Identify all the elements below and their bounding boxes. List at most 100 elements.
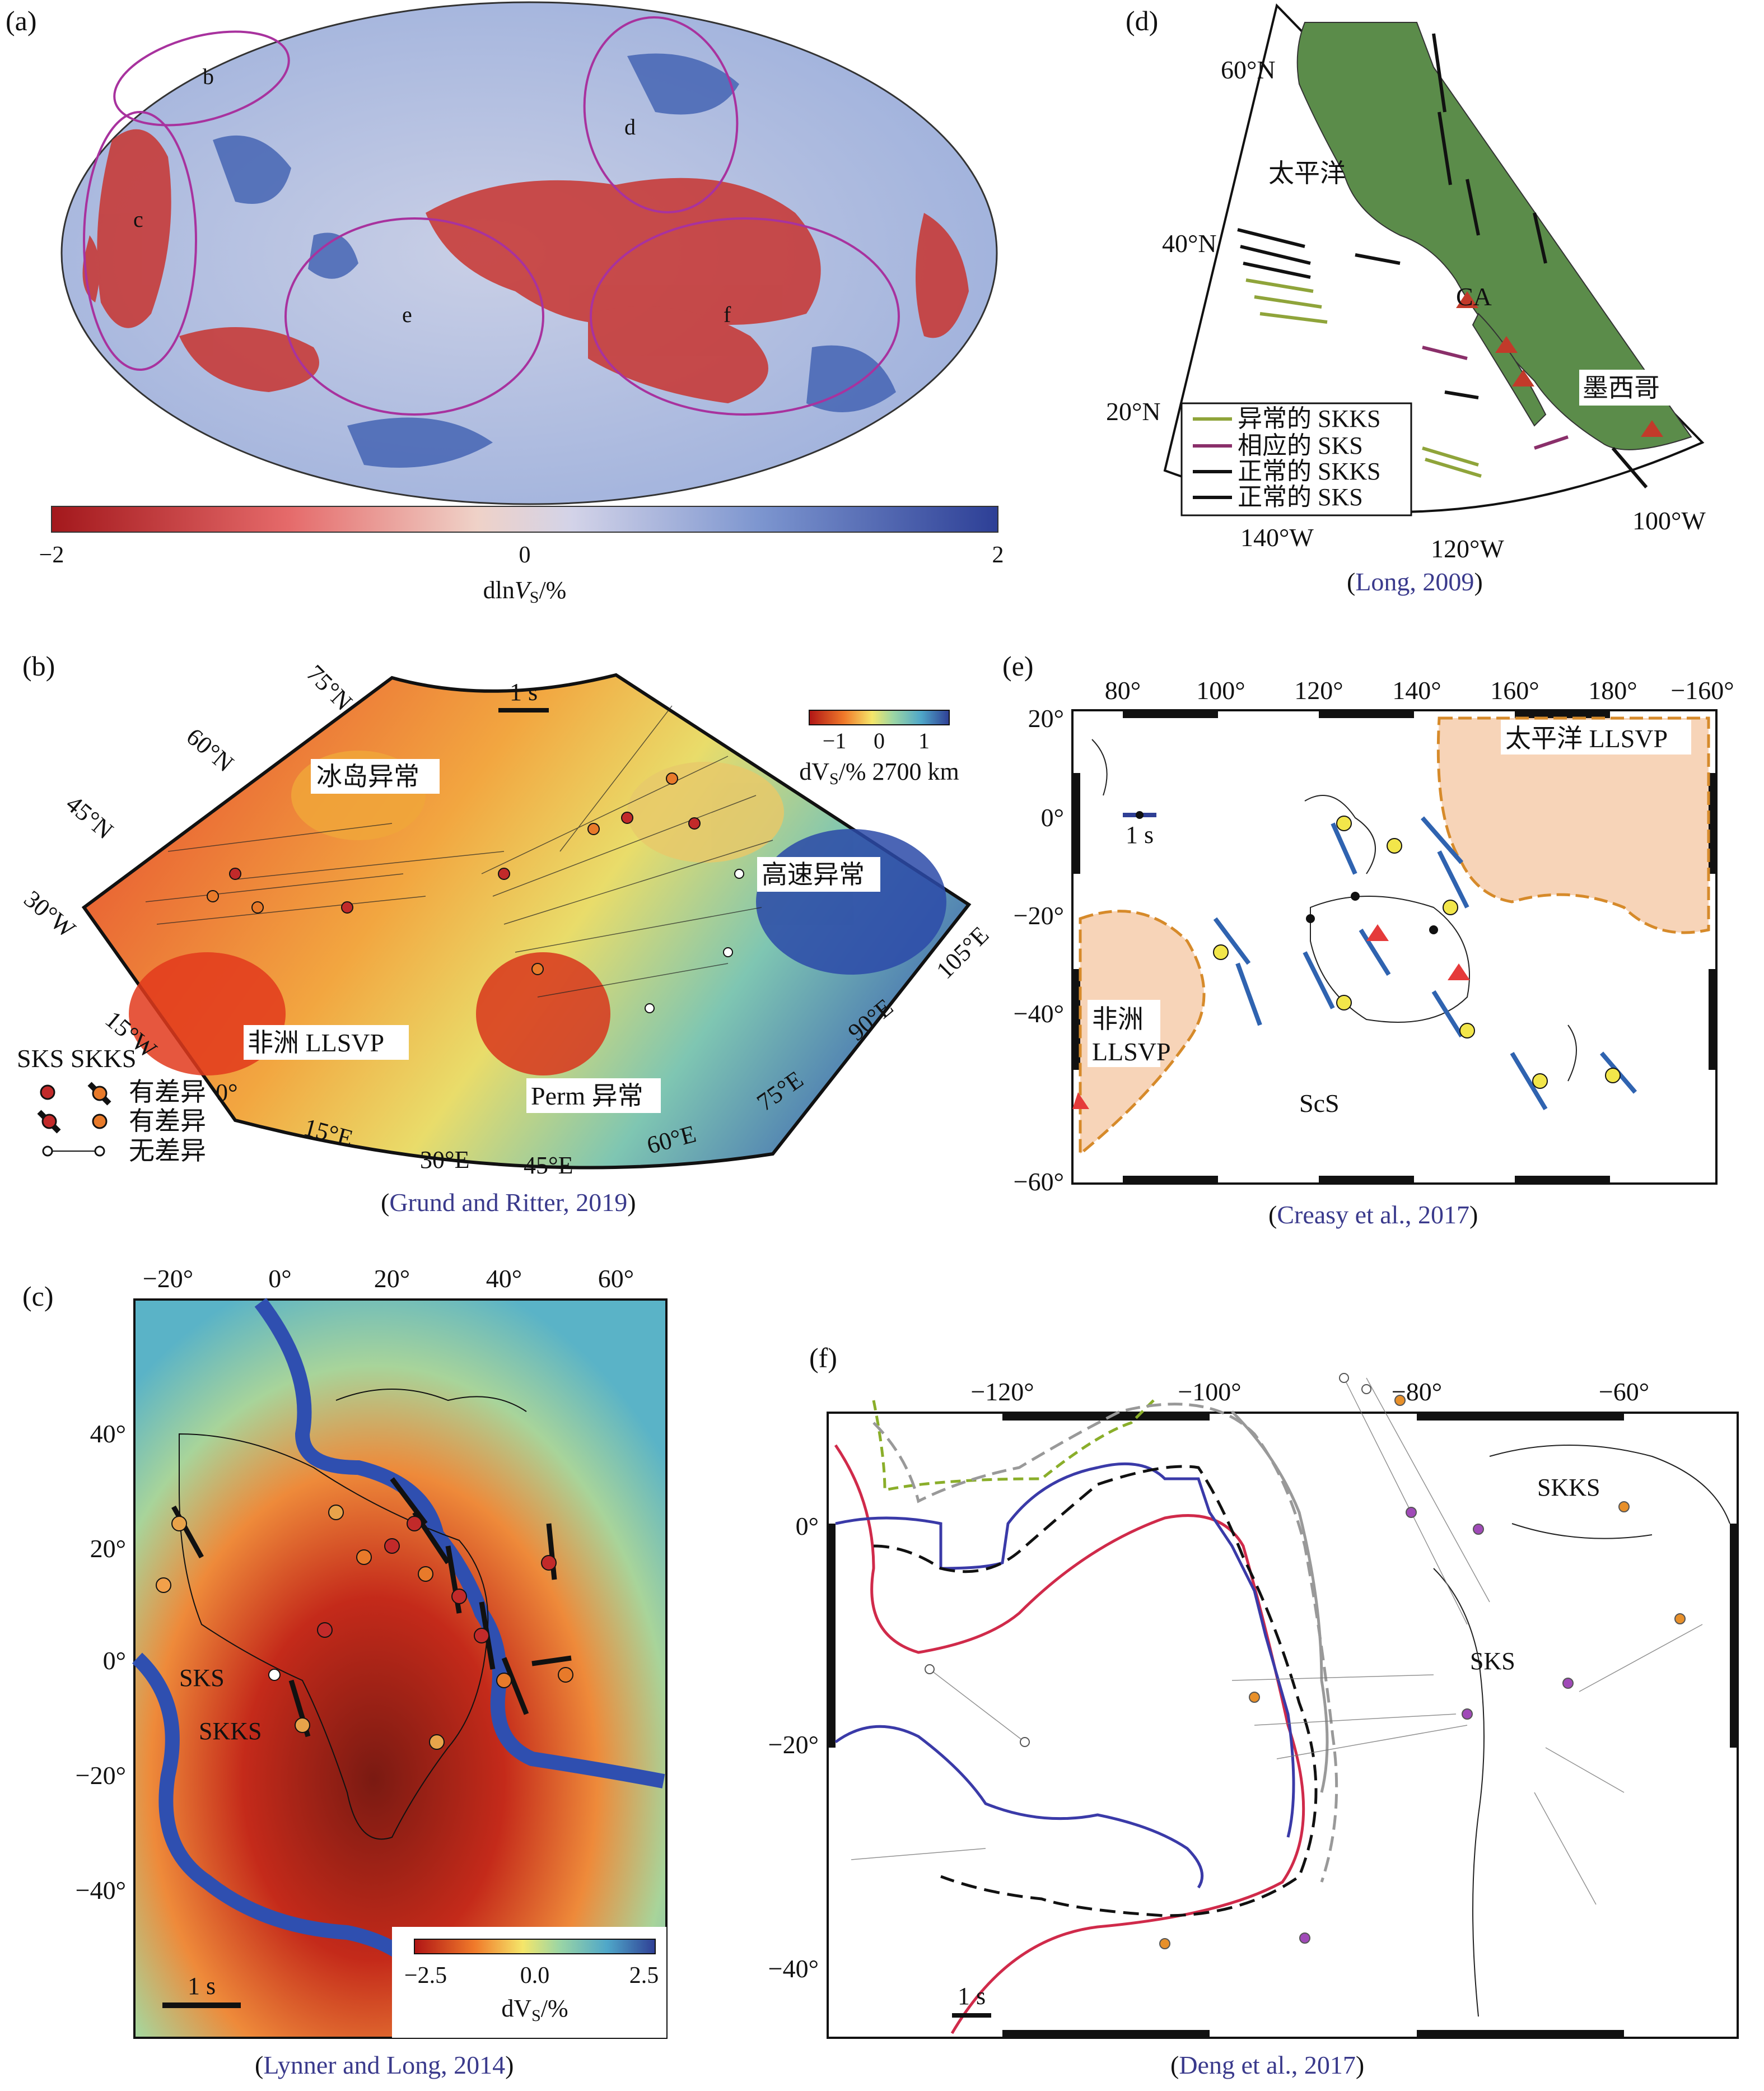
ray-paths-f — [851, 1377, 1703, 1905]
colorbar-c-tick-max: 2.5 — [629, 1963, 659, 1988]
legend-d-corresponding-sks: 相应的 SKS — [1238, 432, 1363, 459]
panel-f-lon-m80: −80° — [1392, 1377, 1442, 1406]
panel-f-lon-m100: −100° — [1178, 1377, 1241, 1406]
stations-e — [1213, 816, 1621, 1089]
panel-e-lon-m160: −160° — [1670, 676, 1734, 705]
pacific-llsvp-region — [1436, 716, 1710, 934]
fast-label-box — [757, 857, 880, 892]
region-b-label: b — [203, 64, 214, 89]
region-f-circle — [590, 217, 900, 416]
label-skks-c: SKKS — [199, 1717, 262, 1745]
panel-e-lon-140: 140° — [1392, 676, 1441, 705]
panel-d-lat-20: 20°N — [1106, 397, 1161, 426]
fast-anomalies — [213, 53, 896, 468]
panel-c-letter: (c) — [22, 1280, 54, 1312]
colorbar-b-tick-min: −1 — [823, 728, 847, 753]
stations-b — [207, 772, 744, 1013]
panel-d-lon-120: 120°W — [1431, 534, 1504, 563]
panel-b: 1 s −1 0 1 dVS/% 2700 km 75°N 60°N 45°N … — [17, 659, 994, 1179]
caption-b: (Grund and Ritter, 2019) — [381, 1188, 636, 1217]
legend-d-anomalous-skks: 异常的 SKKS — [1238, 405, 1381, 432]
panel-f-letter: (f) — [809, 1342, 837, 1373]
panel-d: 60°N 40°N 20°N 140°W 120°W 100°W 太平洋 CA … — [1106, 3, 1706, 563]
llsvp-contour-c — [254, 1298, 665, 1789]
region-e-label: e — [402, 302, 412, 327]
ray-paths-b — [145, 705, 773, 998]
label-iceland-anomaly: 冰岛异常 — [316, 762, 419, 791]
label-sks-f: SKS — [1470, 1647, 1515, 1675]
african-llsvp-label-box — [244, 1025, 409, 1060]
panel-e-lon-80: 80° — [1105, 676, 1141, 705]
panel-f-lat-m40: −40° — [768, 1954, 819, 1983]
split-bars-e — [1213, 816, 1637, 1111]
legend-d: 异常的 SKKS 相应的 SKS 正常的 SKKS 正常的 SKS — [1180, 402, 1412, 516]
panel-d-lon-140: 140°W — [1240, 523, 1314, 552]
panel-e-lat-0: 0° — [1041, 803, 1064, 832]
scale-label-b: 1 s — [510, 678, 538, 706]
colorbar-c-label: dVS/% — [501, 1995, 568, 2025]
perm-label-box — [526, 1078, 661, 1113]
region-d-label: d — [624, 114, 636, 139]
scale-label-e: 1 s — [1126, 821, 1154, 849]
panel-f-lat-0: 0° — [796, 1512, 819, 1540]
legend-b-item-3: 无差异 — [129, 1137, 206, 1165]
panel-c-lon-20: 20° — [374, 1264, 410, 1293]
panel-d-lat-40: 40°N — [1162, 229, 1217, 258]
coastlines-c — [179, 1389, 527, 1840]
colorbar-a-tick-min: −2 — [39, 542, 64, 568]
panel-b-lon-45e: 45°E — [524, 1152, 573, 1179]
colorbar-c-group: −2.5 0.0 2.5 dVS/% — [392, 1927, 666, 2038]
panel-c-lon-40: 40° — [486, 1264, 522, 1293]
colorbar-a-tick-mid: 0 — [519, 542, 531, 568]
split-bars-d — [1237, 33, 1648, 488]
label-llsvp: LLSVP — [1092, 1037, 1171, 1066]
panel-b-lon-30e: 30°E — [420, 1146, 469, 1173]
legend-b-header: SKS SKKS — [17, 1044, 137, 1073]
panel-d-lat-60: 60°N — [1221, 55, 1276, 84]
legend-b: SKS SKKS 有差异 有差异 无差异 — [17, 1044, 206, 1165]
label-pacific-ocean: 太平洋 — [1268, 159, 1346, 188]
panel-e-lon-180: 180° — [1588, 676, 1637, 705]
panel-c-lat-0: 0° — [103, 1646, 126, 1675]
panel-c-lon-0: 0° — [268, 1264, 291, 1293]
panel-c-lat-20: 20° — [90, 1534, 126, 1563]
panel-e: 1 s 80° 100° 120° 140° 160° 180° −160° 2… — [1014, 676, 1734, 1196]
map-f-frame — [827, 1412, 1739, 2039]
colorbar-a — [51, 506, 998, 533]
llsvp-contour-c-south — [132, 1652, 437, 1987]
legend-b-item-1: 有差异 — [129, 1078, 206, 1106]
frame-ticks-e — [1072, 710, 1716, 1184]
north-america-land — [1296, 22, 1692, 450]
colorbar-a-label: dlnVS/% — [483, 576, 567, 607]
panel-b-lat-75: 75°N — [301, 659, 358, 716]
colorbar-c-tick-mid: 0.0 — [520, 1963, 550, 1988]
panel-e-lat-20: 20° — [1028, 704, 1064, 733]
region-d-circle — [583, 16, 739, 213]
region-c-circle — [83, 111, 197, 371]
panel-a: b c d e f −2 0 2 dlnVS/% — [39, 1, 1004, 607]
label-scs: ScS — [1299, 1089, 1340, 1117]
stations-f — [925, 1373, 1686, 1949]
panel-b-lat-30w: 30°W — [19, 885, 81, 943]
label-ca: CA — [1456, 282, 1492, 311]
contours-f — [834, 1399, 1338, 2034]
legend-d-normal-skks: 正常的 SKKS — [1238, 458, 1381, 485]
scale-bar-c: 1 s — [162, 1972, 241, 2008]
label-fast-anomaly: 高速异常 — [762, 860, 865, 889]
region-f-label: f — [724, 302, 731, 327]
panel-c-lon-60: 60° — [598, 1264, 634, 1293]
caption-d: (Long, 2009) — [1347, 567, 1483, 596]
panel-b-lon-0: 0° — [216, 1079, 238, 1106]
caption-c: (Lynner and Long, 2014) — [255, 2051, 514, 2079]
mexico-label-box — [1579, 370, 1680, 406]
panel-d-letter: (d) — [1126, 5, 1159, 36]
colorbar-b-tick-max: 1 — [918, 728, 930, 753]
panel-f-lon-m120: −120° — [970, 1377, 1034, 1406]
panel-c-lon-m20: −20° — [143, 1264, 193, 1293]
label-perm-anomaly: Perm 异常 — [531, 1082, 643, 1110]
label-skks-f: SKKS — [1537, 1474, 1600, 1501]
colorbar-c — [414, 1939, 656, 1954]
legend-d-normal-sks: 正常的 SKS — [1238, 483, 1363, 511]
panel-b-lat-45: 45°N — [61, 790, 119, 845]
